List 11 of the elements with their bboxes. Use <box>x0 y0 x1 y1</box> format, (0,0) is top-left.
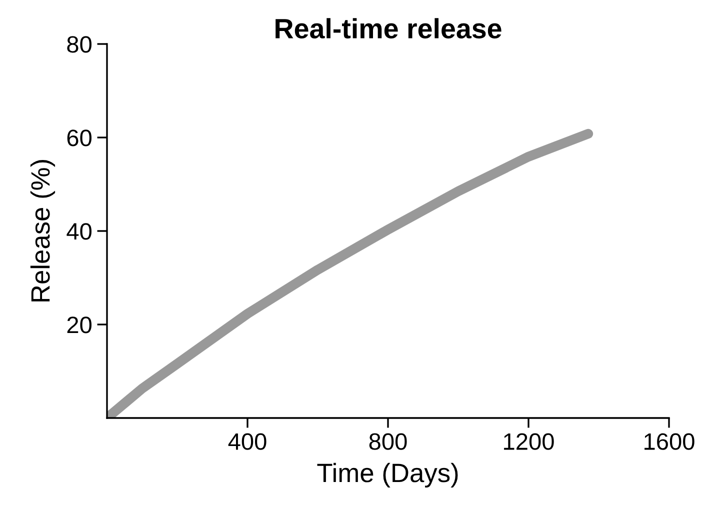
y-tick-label: 20 <box>67 316 92 334</box>
y-tick-label: 40 <box>66 223 92 240</box>
x-tick-label: 1600 <box>644 433 694 450</box>
y-axis-title: Release (%) <box>30 160 56 302</box>
x-tick-label: 400 <box>228 433 266 450</box>
chart-title: Real-time release <box>276 18 502 39</box>
y-tick-label: 80 <box>67 36 92 53</box>
x-tick-label: 800 <box>369 433 407 450</box>
x-axis-title: Time (Days) <box>317 462 458 488</box>
y-tick-label: 60 <box>67 130 92 146</box>
x-tick-label: 1200 <box>504 433 554 450</box>
